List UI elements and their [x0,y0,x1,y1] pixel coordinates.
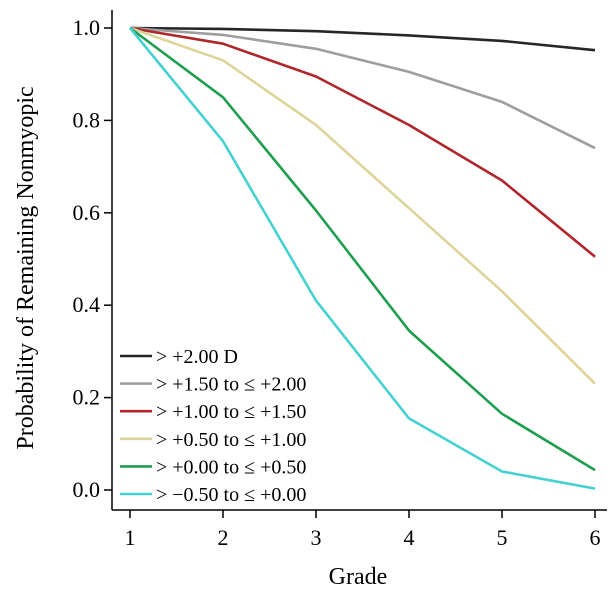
x-tick-label: 4 [404,525,415,550]
legend-label: > −0.50 to ≤ +0.00 [156,484,306,506]
y-tick-label: 0.2 [73,385,101,410]
series-line-4 [129,26,596,385]
y-tick-label: 0.0 [73,477,101,502]
x-tick-label: 3 [311,525,322,550]
legend-entry: > +1.50 to ≤ +2.00 [120,374,306,396]
series-line-3 [129,26,596,258]
legend-entry: > −0.50 to ≤ +0.00 [120,484,306,506]
y-tick-label: 0.6 [73,200,101,225]
series-line-6 [128,27,596,490]
legend-entry: > +1.00 to ≤ +1.50 [120,401,306,423]
ticks: 0.0 0.2 0.4 0.6 0.8 1.0 1 2 3 4 5 6 [73,15,601,550]
legend-label: > +0.50 to ≤ +1.00 [156,429,306,451]
y-axis-title: Probability of Remaining Nonmyopic [13,86,39,449]
legend-entry: > +2.00 D [120,346,238,368]
x-tick-label: 2 [218,525,229,550]
series-lines [128,26,596,490]
legend-entry: > +0.50 to ≤ +1.00 [120,429,306,451]
y-tick-label: 1.0 [73,15,101,40]
series-line-5 [129,26,596,472]
series-line-1 [129,26,596,52]
legend-label: > +1.00 to ≤ +1.50 [156,401,306,423]
y-tick-label: 0.8 [73,107,101,132]
x-axis-title: Grade [329,564,388,590]
y-tick-label: 0.4 [73,292,101,317]
axes [111,10,607,511]
legend: > +2.00 D > +1.50 to ≤ +2.00 > +1.00 to ≤ … [120,346,306,506]
legend-label: > +2.00 D [156,346,238,368]
legend-entry: > +0.00 to ≤ +0.50 [120,456,306,478]
x-tick-label: 6 [590,525,601,550]
legend-label: > +1.50 to ≤ +2.00 [156,374,306,396]
x-tick-label: 1 [125,525,136,550]
x-tick-label: 5 [497,525,508,550]
legend-label: > +0.00 to ≤ +0.50 [156,456,306,478]
series-line-2 [129,26,596,150]
